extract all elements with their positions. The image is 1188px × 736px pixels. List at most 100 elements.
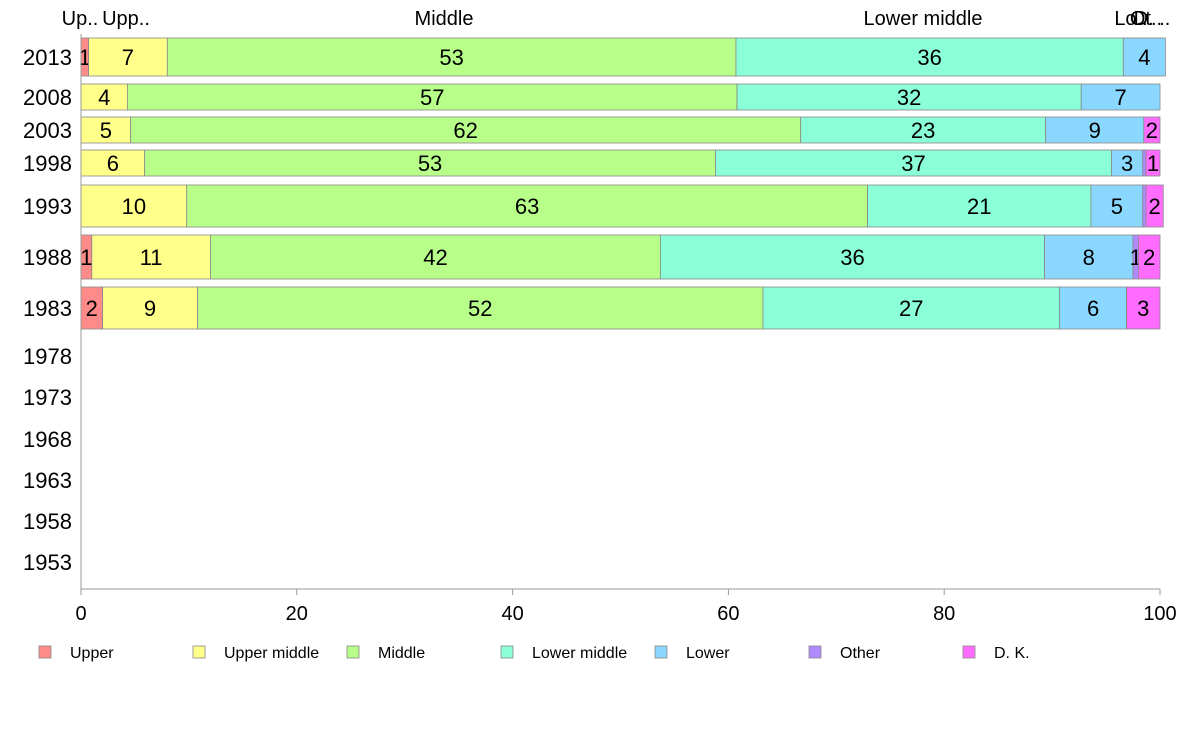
- data-label-1993-middle: 63: [515, 194, 539, 219]
- bar-2013-middle: [166, 37, 737, 77]
- data-label-1983-lower-middle: 27: [899, 296, 923, 321]
- data-label-2013-middle: 53: [439, 45, 463, 70]
- year-label-1963: 1963: [23, 468, 72, 493]
- data-label-1988-lower-middle: 36: [840, 245, 864, 270]
- data-label-1983-lower: 6: [1087, 296, 1099, 321]
- bar-1988-lower: [1044, 234, 1134, 280]
- data-label-2003-middle: 62: [453, 118, 477, 143]
- data-label-1998-lower-middle: 37: [901, 151, 925, 176]
- bar-1983-lower-middle: [762, 286, 1061, 330]
- year-label-1988: 1988: [23, 245, 72, 270]
- data-label-1998-middle: 53: [418, 151, 442, 176]
- data-label-2003-upper-middle: 5: [100, 118, 112, 143]
- legend-label-upper: Upper: [70, 645, 114, 662]
- bar-1998-d-k-: [1145, 149, 1161, 177]
- data-label-1988-upper: 1: [80, 245, 92, 270]
- year-label-1983: 1983: [23, 296, 72, 321]
- year-label-2008: 2008: [23, 85, 72, 110]
- bar-1998-middle: [144, 149, 716, 177]
- data-label-1988-upper-middle: 11: [140, 245, 163, 270]
- bar-2008-middle: [126, 83, 738, 111]
- data-label-1993-lower-middle: 21: [967, 194, 991, 219]
- legend-label-upper-middle: Upper middle: [224, 645, 319, 662]
- x-tick-label-60: 60: [717, 603, 739, 625]
- year-label-1993: 1993: [23, 194, 72, 219]
- year-labels: 2013 2008 2003 1998 1993 1988 1983 1978 1973 1968…: [23, 45, 72, 575]
- bar-2008-upper-middle: [80, 83, 128, 111]
- data-label-1983-upper-middle: 9: [144, 296, 156, 321]
- top-label-6: D. ..: [1134, 8, 1171, 30]
- data-label-2008-lower-middle: 32: [897, 85, 921, 110]
- year-label-1968: 1968: [23, 427, 72, 452]
- legend-label-lower-middle: Lower middle: [532, 645, 627, 662]
- year-label-1958: 1958: [23, 509, 72, 534]
- bar-1998-other: [1142, 149, 1147, 177]
- data-label-1998-d-k-: 1: [1147, 151, 1159, 176]
- bar-2003-middle: [130, 116, 802, 144]
- bar-2003-lower: [1045, 116, 1145, 144]
- bar-1993-lower: [1090, 184, 1144, 228]
- top-label-1: Upp..: [102, 8, 150, 30]
- data-label-2013-lower: 4: [1138, 45, 1150, 70]
- legend: Upper Upper middle Middle Lower middle Lower…: [38, 645, 1030, 662]
- data-label-1988-lower: 8: [1083, 245, 1095, 270]
- bar-1993-middle: [186, 184, 868, 228]
- top-label-4: Lo..: [1114, 8, 1147, 30]
- data-label-1988-middle: 42: [423, 245, 447, 270]
- data-label-2008-lower: 7: [1114, 85, 1126, 110]
- data-label-1998-lower: 3: [1121, 151, 1133, 176]
- year-label-1978: 1978: [23, 344, 72, 369]
- bar-1988-d-k-: [1138, 234, 1161, 280]
- bar-1993-other: [1142, 184, 1147, 228]
- legend-label-middle: Middle: [378, 645, 425, 662]
- year-label-1953: 1953: [23, 550, 72, 575]
- bar-2003-lower-middle: [800, 116, 1047, 144]
- top-label-0: Up..: [62, 8, 99, 30]
- year-label-2013: 2013: [23, 45, 72, 70]
- bar-1998-lower-middle: [715, 149, 1112, 177]
- top-label-5: Ot..: [1130, 8, 1162, 30]
- legend-swatch-middle: [346, 645, 360, 659]
- legend-swatch-lower: [654, 645, 668, 659]
- data-label-1983-middle: 52: [468, 296, 492, 321]
- bar-2013-lower: [1122, 37, 1166, 77]
- x-tick-label-40: 40: [501, 603, 523, 625]
- legend-label-lower: Lower: [686, 645, 730, 662]
- data-label-1993-lower: 5: [1111, 194, 1123, 219]
- x-axis: 0 20 40 60 80 100: [75, 34, 1177, 625]
- legend-swatch-lower-middle: [500, 645, 514, 659]
- data-label-1983-upper: 2: [86, 296, 98, 321]
- column-top-labels: Up.. Upp.. Middle Lower middle Lo..Ot..D. ..: [62, 8, 1171, 30]
- x-tick-label-20: 20: [286, 603, 308, 625]
- bar-2008-lower-middle: [736, 83, 1082, 111]
- year-label-1998: 1998: [23, 151, 72, 176]
- data-label-1993-upper-middle: 10: [122, 194, 146, 219]
- bar-1988-lower-middle: [660, 234, 1045, 280]
- legend-swatch-upper: [38, 645, 52, 659]
- bars-area: 1 7 53 36 44 57 32 75 62 23 9 26 53 37 3 110 63 21 5 21 11 42…: [79, 37, 1166, 330]
- data-label-2008-upper-middle: 4: [98, 85, 110, 110]
- legend-swatch-d-k-: [962, 645, 976, 659]
- data-label-1988-d-k-: 2: [1143, 245, 1155, 270]
- year-label-1973: 1973: [23, 385, 72, 410]
- bar-1988-upper-middle: [91, 234, 211, 280]
- bar-2008-lower: [1080, 83, 1161, 111]
- x-tick-label-80: 80: [933, 603, 955, 625]
- year-label-2003: 2003: [23, 118, 72, 143]
- legend-swatch-other: [808, 645, 822, 659]
- data-label-1983-d-k-: 3: [1137, 296, 1149, 321]
- data-label-1993-d-k-: 2: [1148, 194, 1160, 219]
- bar-2003-d-k-: [1143, 116, 1161, 144]
- data-label-2003-lower: 9: [1089, 118, 1101, 143]
- legend-label-d-k-: D. K.: [994, 645, 1030, 662]
- bar-1993-d-k-: [1145, 184, 1164, 228]
- bar-2013-lower-middle: [735, 37, 1124, 77]
- top-label-3: Lower middle: [864, 8, 983, 30]
- x-tick-label-100: 100: [1143, 603, 1176, 625]
- data-label-2013-upper-middle: 7: [122, 45, 134, 70]
- data-label-1998-upper-middle: 6: [107, 151, 119, 176]
- top-label-2: Middle: [415, 8, 474, 30]
- legend-swatch-upper-middle: [192, 645, 206, 659]
- bar-1993-lower-middle: [867, 184, 1092, 228]
